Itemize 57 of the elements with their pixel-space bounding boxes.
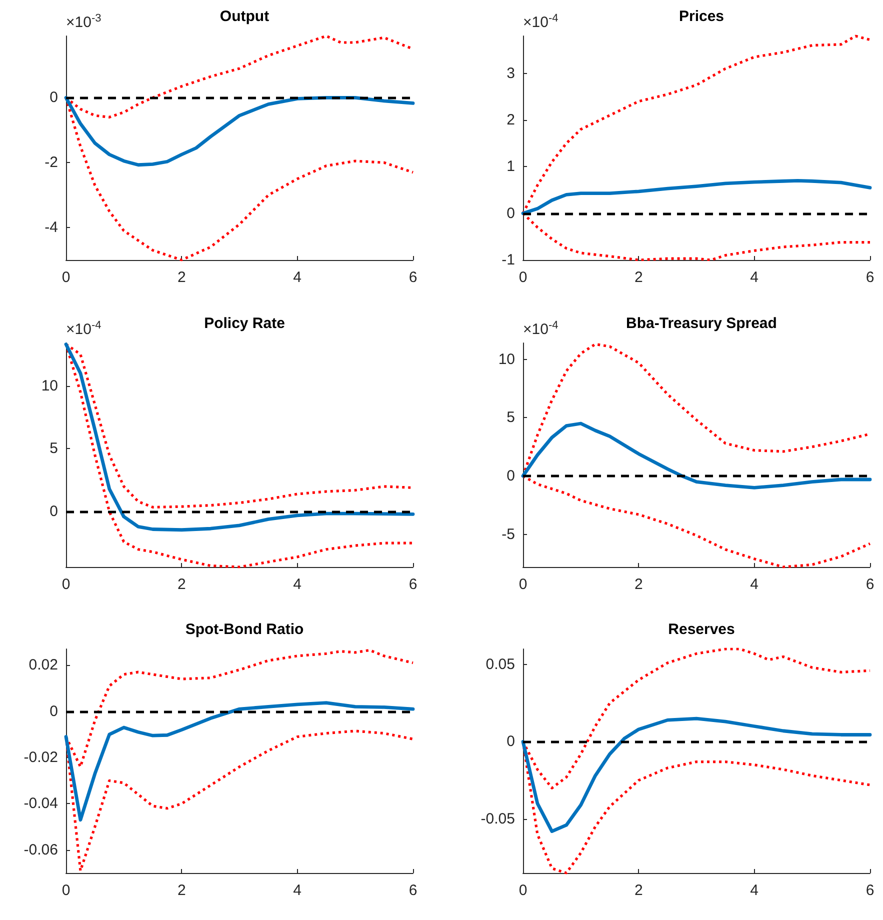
chart-title: Bba-Treasury Spread xyxy=(626,314,777,332)
chart-title: Reserves xyxy=(668,621,735,638)
y-tick-label: 0.05 xyxy=(486,656,515,674)
x-tick-label: 6 xyxy=(408,576,418,593)
chart-title: Output xyxy=(220,8,270,25)
y-tick-label: 0 xyxy=(506,734,515,750)
x-tick-label: 2 xyxy=(634,269,643,286)
line-series xyxy=(521,178,872,216)
line-series xyxy=(64,701,415,822)
y-tick-label: 0 xyxy=(50,502,58,520)
x-tick-label: 6 xyxy=(408,882,418,900)
y-tick-label: 0 xyxy=(50,89,58,106)
x-tick-label: 2 xyxy=(634,576,643,593)
chart-title: Prices xyxy=(678,8,724,25)
y-tick-label: -0.05 xyxy=(480,810,515,828)
y-tick-label: 0.02 xyxy=(28,656,58,674)
y-tick-label: 0 xyxy=(506,467,515,484)
y-tick-label: 1 xyxy=(506,158,515,176)
y-tick-label: -0.04 xyxy=(24,796,58,813)
x-tick-label: 2 xyxy=(177,269,186,286)
x-tick-label: 2 xyxy=(634,882,643,900)
y-tick-label: 5 xyxy=(50,440,58,457)
y-tick-label: -0.06 xyxy=(24,842,58,859)
x-tick-label: 4 xyxy=(293,882,302,900)
line-series xyxy=(521,717,872,834)
y-tick-label: 10 xyxy=(41,376,58,394)
y-tick-label: 0 xyxy=(50,703,58,720)
y-tick-label: -1 xyxy=(502,252,515,268)
x-tick-label: 4 xyxy=(750,269,759,286)
chart-title: Spot-Bond Ratio xyxy=(185,621,304,638)
x-tick-label: 0 xyxy=(62,576,70,593)
x-tick-label: 4 xyxy=(293,576,302,593)
y-tick-label: 5 xyxy=(506,408,515,426)
x-tick-label: 2 xyxy=(177,576,186,593)
y-tick-label: 10 xyxy=(498,350,515,368)
y-tick-label: 0 xyxy=(506,204,515,222)
line-series xyxy=(521,421,872,490)
y-tick-label: -5 xyxy=(502,525,515,542)
x-tick-label: 2 xyxy=(177,882,186,900)
y-tick-label: 3 xyxy=(506,64,515,82)
x-tick-label: 6 xyxy=(866,269,874,286)
y-tick-label: -2 xyxy=(44,154,58,172)
x-tick-label: 0 xyxy=(518,882,528,900)
x-tick-label: 4 xyxy=(750,576,759,593)
x-tick-label: 0 xyxy=(518,269,528,286)
x-tick-label: 4 xyxy=(293,269,302,286)
x-tick-label: 0 xyxy=(62,882,70,900)
y-tick-label: 2 xyxy=(506,112,515,128)
x-tick-label: 6 xyxy=(408,269,418,286)
x-tick-label: 0 xyxy=(62,269,70,286)
chart-title: Policy Rate xyxy=(204,314,285,332)
x-tick-label: 6 xyxy=(866,576,874,593)
x-tick-label: 4 xyxy=(750,882,759,900)
y-tick-label: -4 xyxy=(44,219,58,236)
y-tick-label: -0.02 xyxy=(24,749,58,766)
x-tick-label: 6 xyxy=(866,882,874,900)
x-tick-label: 0 xyxy=(518,576,528,593)
